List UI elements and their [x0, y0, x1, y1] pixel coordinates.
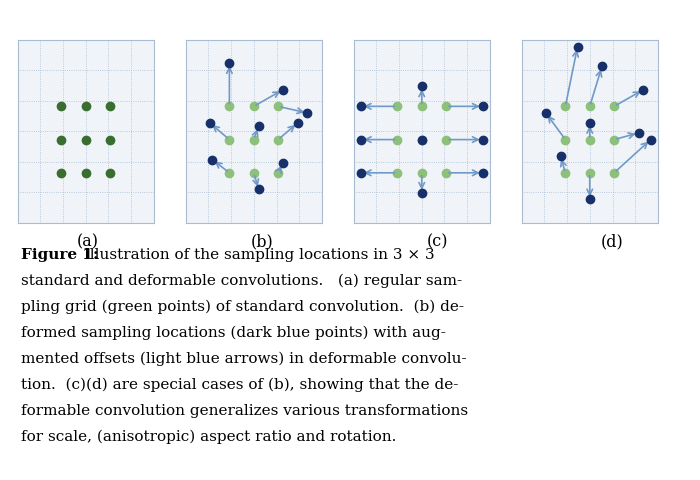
- Text: standard and deformable convolutions.   (a) regular sam-: standard and deformable convolutions. (a…: [21, 273, 462, 288]
- Text: formable convolution generalizes various transformations: formable convolution generalizes various…: [21, 403, 468, 417]
- Text: (c): (c): [427, 233, 448, 250]
- Text: Illustration of the sampling locations in 3 × 3: Illustration of the sampling locations i…: [74, 247, 434, 261]
- Text: (b): (b): [251, 233, 274, 250]
- Text: Figure 1:: Figure 1:: [21, 247, 99, 261]
- Text: formed sampling locations (dark blue points) with aug-: formed sampling locations (dark blue poi…: [21, 325, 446, 339]
- Text: tion.  (c)(d) are special cases of (b), showing that the de-: tion. (c)(d) are special cases of (b), s…: [21, 377, 458, 391]
- Text: (d): (d): [601, 233, 624, 250]
- Text: pling grid (green points) of standard convolution.  (b) de-: pling grid (green points) of standard co…: [21, 299, 464, 313]
- Text: mented offsets (light blue arrows) in deformable convolu-: mented offsets (light blue arrows) in de…: [21, 351, 467, 365]
- Text: (a): (a): [76, 233, 99, 250]
- Text: for scale, (anisotropic) aspect ratio and rotation.: for scale, (anisotropic) aspect ratio an…: [21, 429, 396, 443]
